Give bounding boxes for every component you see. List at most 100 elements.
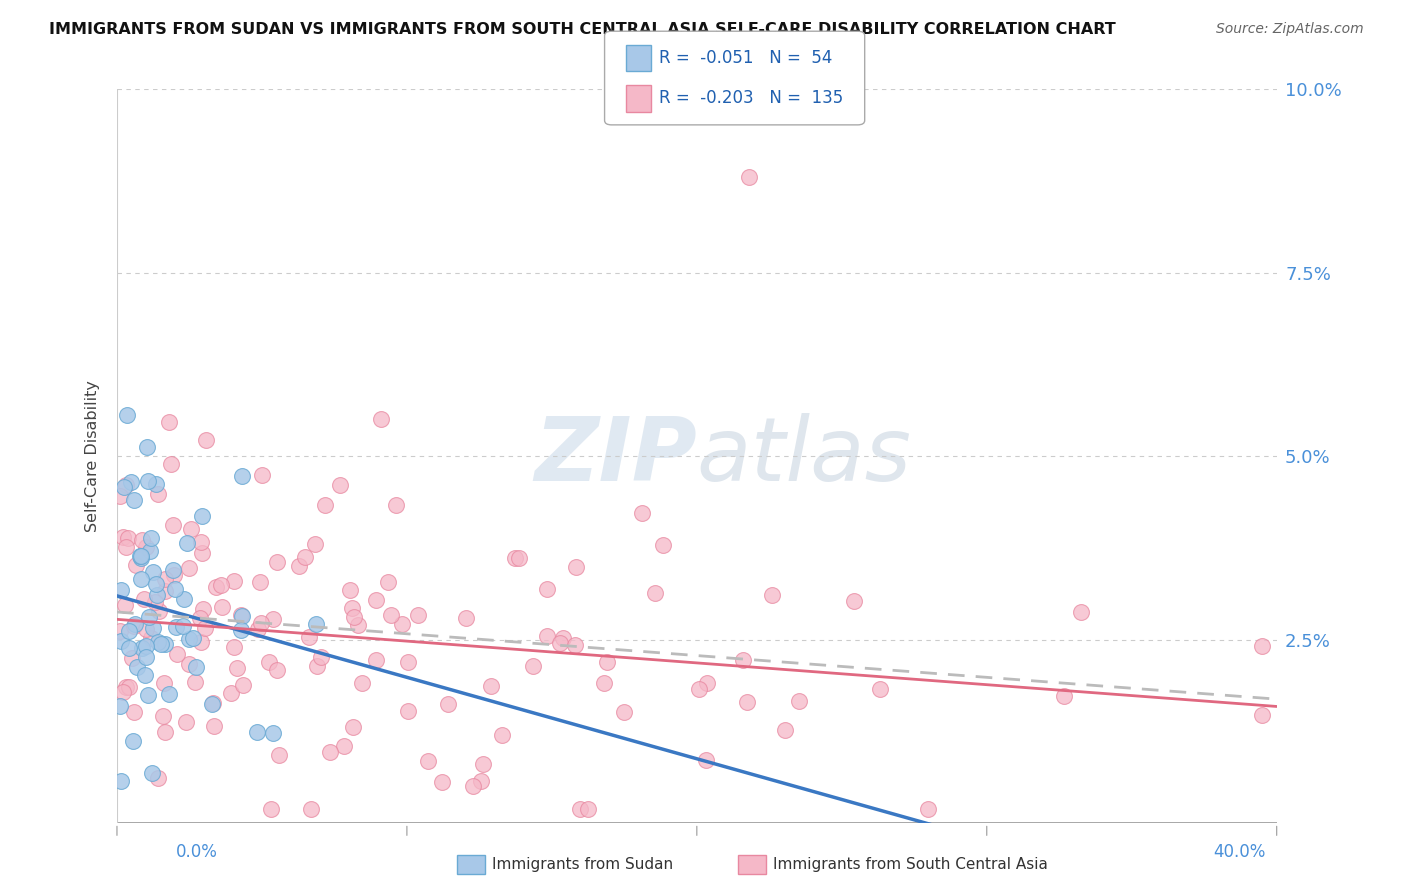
Point [117,531,139,545]
Point [142,621,165,635]
Point [652,537,675,551]
Point [142,566,165,580]
Point [842,594,865,608]
Point [342,610,364,624]
Point [408,608,430,623]
Point [536,630,558,644]
Point [148,604,170,618]
Point [190,635,212,649]
Point [148,635,170,649]
Point [173,591,195,606]
Point [110,774,132,789]
Text: 0.0%: 0.0% [176,843,218,861]
Point [128,549,150,564]
Text: R =  -0.051   N =  54: R = -0.051 N = 54 [659,49,832,67]
Point [342,720,364,734]
Point [155,584,177,599]
Point [172,619,194,633]
Point [229,607,252,622]
Point [250,615,273,630]
Point [148,486,170,500]
Point [266,555,288,569]
Point [917,802,939,816]
Point [195,434,218,448]
Point [165,620,187,634]
Point [252,468,274,483]
Point [112,480,135,494]
Point [120,475,142,490]
Point [145,577,167,591]
Point [564,638,586,652]
Point [145,477,167,491]
Point [1251,639,1274,653]
Point [205,580,228,594]
Point [191,509,214,524]
Point [115,540,138,554]
Point [1251,708,1274,723]
Point [139,544,162,558]
Point [134,591,156,606]
Text: 40.0%: 40.0% [1213,843,1265,861]
Point [138,475,160,489]
Point [470,774,492,789]
Point [551,631,574,645]
Text: ZIP: ZIP [534,413,697,500]
Y-axis label: Self-Care Disability: Self-Care Disability [86,380,100,533]
Text: Immigrants from Sudan: Immigrants from Sudan [492,857,673,871]
Text: IMMIGRANTS FROM SUDAN VS IMMIGRANTS FROM SOUTH CENTRAL ASIA SELF-CARE DISABILITY: IMMIGRANTS FROM SUDAN VS IMMIGRANTS FROM… [49,22,1116,37]
Point [201,696,224,710]
Point [380,608,402,623]
Point [232,678,254,692]
Point [114,598,136,612]
Point [108,489,131,503]
Point [231,608,253,623]
Point [108,698,131,713]
Point [135,623,157,637]
Point [298,631,321,645]
Point [124,616,146,631]
Point [211,600,233,615]
Point [184,675,207,690]
Point [787,693,810,707]
Point [194,621,217,635]
Point [761,588,783,602]
Point [134,668,156,682]
Point [257,655,280,669]
Point [122,734,145,748]
Point [318,745,340,759]
Point [150,637,173,651]
Point [136,441,159,455]
Point [117,408,139,422]
Point [508,551,530,566]
Point [155,724,177,739]
Point [112,685,135,699]
Point [314,498,336,512]
Point [569,802,592,816]
Point [1053,690,1076,704]
Point [108,624,131,638]
Point [179,560,201,574]
Point [305,658,328,673]
Point [122,618,145,632]
Point [340,600,363,615]
Point [304,537,326,551]
Point [263,612,285,626]
Point [163,582,186,597]
Point [384,498,406,512]
Text: Source: ZipAtlas.com: Source: ZipAtlas.com [1216,22,1364,37]
Point [179,632,201,646]
Point [329,478,352,492]
Point [138,610,160,624]
Point [309,650,332,665]
Point [162,517,184,532]
Point [121,651,143,665]
Point [352,676,374,690]
Point [201,697,224,711]
Point [131,533,153,548]
Point [347,618,370,632]
Point [613,705,636,719]
Point [259,802,281,816]
Point [176,536,198,550]
Point [430,775,453,789]
Point [153,675,176,690]
